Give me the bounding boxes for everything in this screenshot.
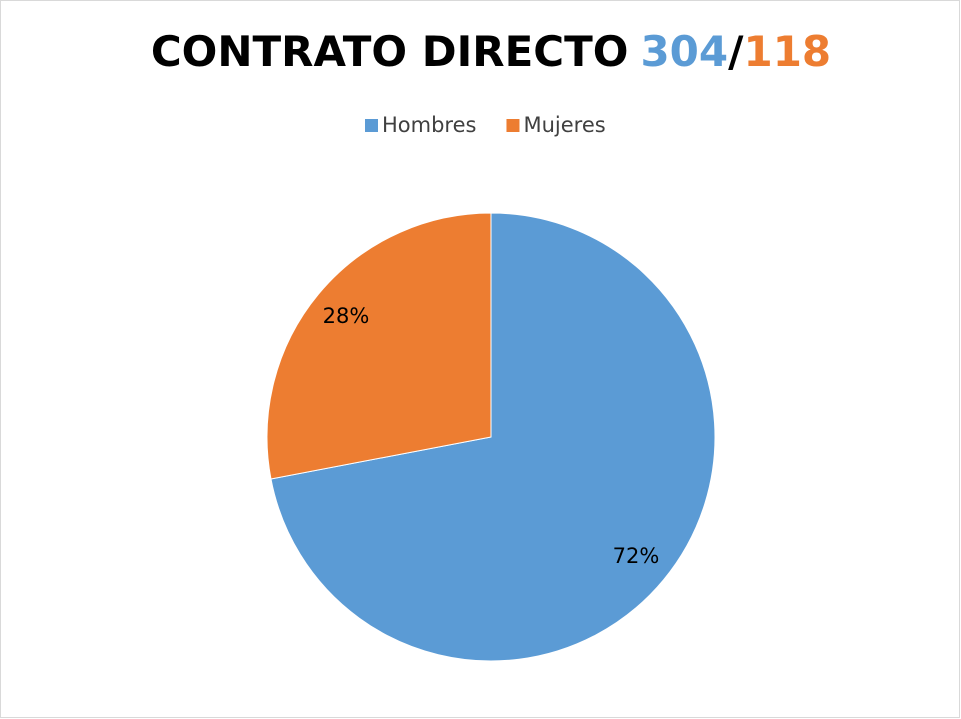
legend-swatch [506,119,520,132]
title-part: 304 [640,27,728,76]
data-label: 28% [323,304,370,328]
pie-slice [270,212,716,662]
title-part: 118 [743,27,831,76]
title-part: CONTRATO DIRECTO [151,27,629,76]
data-label: 72% [613,544,660,568]
chart-title: CONTRATO DIRECTO 304/118 [151,27,831,76]
pie-slice [266,212,492,480]
legend-label: Mujeres [523,113,605,137]
legend-swatch [365,119,378,132]
title-part: / [728,27,744,76]
legend-label: Hombres [382,113,476,137]
